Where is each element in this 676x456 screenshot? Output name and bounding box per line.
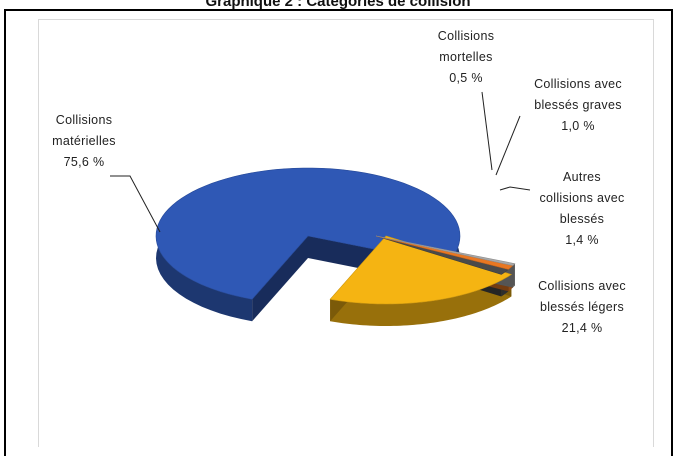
slice-label-3-line-1: blessés graves xyxy=(534,98,622,112)
slice-label-2-line-0: Autres xyxy=(563,170,601,184)
pie-slice-1 xyxy=(329,235,513,305)
slice-label-2-line-1: collisions avec xyxy=(539,191,624,205)
leader-line-0 xyxy=(110,175,161,233)
slice-label-4-line-1: mortelles xyxy=(439,50,492,64)
slice-label-2-line-2: blessés xyxy=(560,212,604,226)
pie-slice-0 xyxy=(155,167,461,300)
chart-title: Graphique 2 : Catégories de collision xyxy=(205,0,471,10)
slice-label-0-line-0: Collisions xyxy=(56,113,113,127)
slice-label-3-line-2: 1,0 % xyxy=(561,119,594,133)
slice-label-1-line-1: blessés légers xyxy=(540,300,624,314)
slice-label-2-line-3: 1,4 % xyxy=(565,233,598,247)
slice-labels: Collisions matérielles 75,6 % Collisions av… xyxy=(52,29,626,335)
chart-frame xyxy=(4,9,673,456)
pie-slice-4 xyxy=(375,235,516,266)
slice-label-1-line-2: 21,4 % xyxy=(562,321,603,335)
pie-slices xyxy=(155,167,516,326)
slice-label-0-line-1: matérielles xyxy=(52,134,116,148)
slice-label-3-line-0: Collisions avec xyxy=(534,77,622,91)
slice-label-0-line-2: 75,6 % xyxy=(64,155,105,169)
slice-label-4-line-2: 0,5 % xyxy=(449,71,482,85)
slice-label-4-line-0: Collisions xyxy=(438,29,495,43)
plot-area xyxy=(38,19,654,447)
slice-wall-1 xyxy=(330,274,512,326)
slice-edge-0-1 xyxy=(252,236,308,322)
slice-label-1-line-0: Collisions avec xyxy=(538,279,626,293)
pie-slice-3 xyxy=(375,235,514,270)
pie-slice-2 xyxy=(375,235,510,275)
leader-line-3 xyxy=(495,115,521,176)
leader-line-2 xyxy=(499,186,531,191)
leader-line-4 xyxy=(481,91,493,171)
